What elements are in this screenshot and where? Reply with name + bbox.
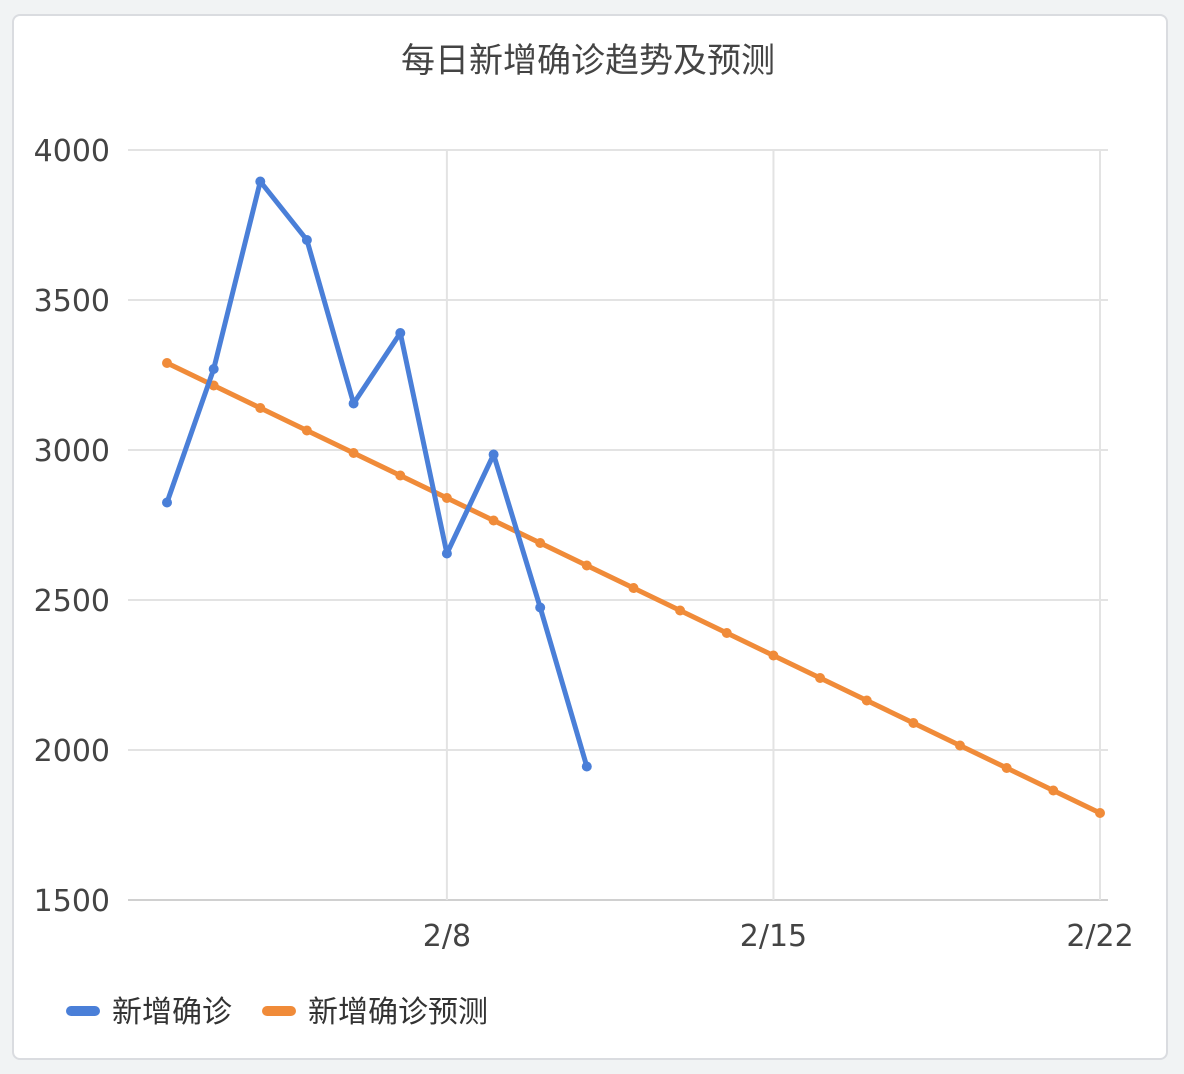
series-forecast <box>162 358 1105 818</box>
data-point[interactable] <box>581 761 592 772</box>
y-tick-label: 2000 <box>34 734 110 769</box>
data-point[interactable] <box>348 448 359 458</box>
series-line <box>164 179 590 769</box>
x-tick-label: 2/15 <box>740 919 807 954</box>
data-point[interactable] <box>162 358 172 368</box>
y-tick-label: 1500 <box>34 884 110 919</box>
data-point[interactable] <box>395 328 406 338</box>
data-point[interactable] <box>861 695 872 706</box>
data-point[interactable] <box>488 515 499 526</box>
legend-item[interactable]: 新增确诊 <box>66 995 232 1030</box>
data-point[interactable] <box>908 718 919 728</box>
data-point[interactable] <box>1095 808 1105 818</box>
x-axis-ticks: 2/8 2/15 2/22 <box>423 919 1134 954</box>
data-point[interactable] <box>815 673 826 683</box>
data-point[interactable] <box>162 497 172 508</box>
grid <box>128 149 1108 901</box>
data-point[interactable] <box>955 740 965 751</box>
legend-swatch <box>262 1006 296 1016</box>
legend-item[interactable]: 新增确诊预测 <box>262 995 488 1030</box>
chart-card <box>12 14 1168 1060</box>
data-point[interactable] <box>441 548 452 559</box>
data-point[interactable] <box>488 449 499 460</box>
data-point[interactable] <box>208 364 219 374</box>
data-point[interactable] <box>255 403 266 413</box>
data-point[interactable] <box>768 650 779 661</box>
data-point[interactable] <box>348 398 359 409</box>
data-point[interactable] <box>255 176 266 187</box>
data-point[interactable] <box>395 470 406 481</box>
y-tick-label: 3000 <box>34 434 110 469</box>
data-point[interactable] <box>301 235 312 245</box>
data-point[interactable] <box>535 602 546 613</box>
legend-label: 新增确诊预测 <box>308 995 488 1030</box>
x-tick-label: 2/8 <box>423 919 471 954</box>
series-actual <box>162 176 592 772</box>
data-point[interactable] <box>1048 785 1059 796</box>
data-point[interactable] <box>675 605 686 616</box>
y-tick-label: 3500 <box>34 284 110 319</box>
data-point[interactable] <box>581 560 592 571</box>
series <box>162 176 1105 818</box>
legend[interactable]: 新增确诊 新增确诊预测 <box>66 995 488 1030</box>
data-point[interactable] <box>535 538 546 548</box>
y-tick-label: 4000 <box>34 134 110 169</box>
legend-label: 新增确诊 <box>112 995 232 1030</box>
x-tick-label: 2/22 <box>1066 919 1133 954</box>
data-point[interactable] <box>441 493 452 503</box>
legend-swatch <box>66 1006 100 1016</box>
chart-title: 每日新增确诊趋势及预测 <box>401 41 775 81</box>
data-point[interactable] <box>721 628 732 638</box>
data-point[interactable] <box>628 583 639 593</box>
y-axis-ticks: 4000 3500 3000 2500 2000 1500 <box>34 134 110 919</box>
data-point[interactable] <box>1001 763 1012 773</box>
data-point[interactable] <box>301 425 312 436</box>
y-tick-label: 2500 <box>34 584 110 619</box>
